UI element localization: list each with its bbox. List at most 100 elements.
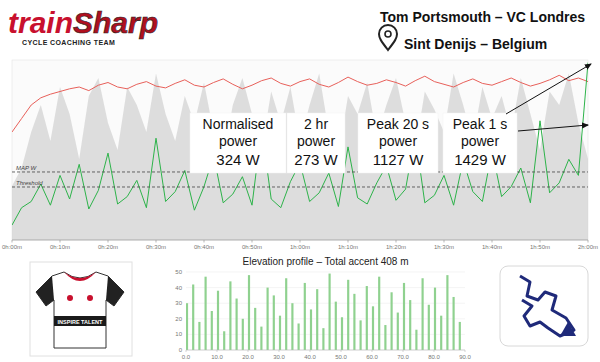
bar [353,294,355,350]
annotation-text: Normalised [203,116,274,132]
bar [322,328,324,350]
logo: trainSharp [8,6,158,39]
bar [409,300,411,350]
tick-label: 1h:00m [290,244,310,250]
bar [192,284,194,350]
annotation-text: power [461,133,499,149]
annotation-text: power [297,133,335,149]
bar [422,278,424,350]
tick-label: 20.0 [242,354,254,360]
bar [211,311,213,350]
tick-label: 0h:20m [98,244,118,250]
tick-label: 30.0 [273,354,285,360]
tick-mark [248,350,249,352]
tick-mark [279,350,280,352]
location: Sint Denijs – Belgium [404,36,547,52]
logo-part: train [8,6,73,39]
tick-mark [300,240,301,243]
bar [316,289,318,350]
annotation-text: power [379,133,417,149]
bar [310,309,312,350]
bar [198,322,200,350]
tick-label: 1h:30m [434,244,454,250]
arrow [518,125,588,131]
page: trainSharpCYCLE COACHING TEAMTom Portsmo… [0,0,600,362]
rider: Tom Portsmouth – VC Londres [380,9,585,25]
bar [279,316,281,350]
bar [248,275,250,350]
bar [285,278,287,350]
bar [372,306,374,350]
tick-mark [348,240,349,243]
annotation-text: power [219,133,257,149]
tick-label: 10 [175,331,182,337]
tick-label: 90.0 [459,354,471,360]
bar [366,286,368,350]
annotation-text: 1127 W [373,151,424,168]
bar [403,283,405,350]
bar [415,330,417,350]
bar [267,288,269,350]
tick-label: 1h:20m [386,244,406,250]
tick-label: 80.0 [428,354,440,360]
annotation-box [443,113,517,173]
reference-label: Threshold [16,180,43,186]
bar [384,325,386,350]
jersey-collar [64,272,96,281]
tick-label: 60.0 [366,354,378,360]
route-marker [560,322,576,336]
tick-mark [434,350,435,352]
pin-icon [379,25,397,50]
bar [329,274,331,350]
line-series [12,63,588,226]
annotation-box [358,113,438,173]
bar [260,327,262,350]
grid-line [186,272,465,273]
bar [242,319,244,350]
chart-title: Elevation profile – Total accent 408 m [242,256,408,267]
tick-mark [372,350,373,352]
bar [304,283,306,350]
bar [360,320,362,350]
tick-label: 30 [175,300,182,306]
x-axis [186,350,465,351]
tick-label: 0h:00m [2,244,22,250]
bar [428,305,430,350]
tick-label: 0.0 [182,354,191,360]
annotation-text: 324 W [216,151,260,168]
jersey-badge [67,295,73,301]
tick-mark [108,240,109,243]
bar [434,288,436,350]
jersey-frame [30,262,132,356]
bar [273,295,275,350]
tick-mark [396,240,397,243]
tick-mark [403,350,404,352]
annotation-text: 1429 W [454,151,507,168]
tick-mark [310,350,311,352]
map-frame [500,266,588,346]
tick-mark [444,240,445,243]
tick-mark [341,350,342,352]
tick-mark [186,350,187,352]
bar [459,322,461,350]
tick-mark [465,350,466,352]
bar [397,313,399,350]
tick-label: 70.0 [397,354,409,360]
jersey-sleeve [106,276,124,306]
bar [453,297,455,350]
bar [298,323,300,350]
tick-label: 2h:00m [578,244,598,250]
tick-label: 20 [175,316,182,322]
bar [440,316,442,350]
bar [229,281,231,350]
tick-mark [492,240,493,243]
bar [341,317,343,350]
area-series [12,74,588,241]
annotation-text: Peak 20 s [367,116,429,132]
tick-mark [12,240,13,243]
tick-mark [588,240,589,243]
tick-label: 0h:10m [50,244,70,250]
jersey-sleeve [36,276,54,306]
tick-label: 0h:30m [146,244,166,250]
annotation-text: 273 W [294,151,338,168]
